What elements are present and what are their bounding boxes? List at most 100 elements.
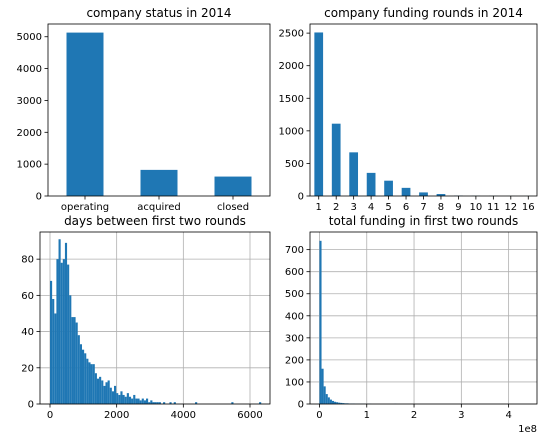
y-tick-label: 20 [21,363,34,374]
y-tick-label: 1000 [279,126,304,137]
y-tick-label: 1500 [279,94,304,105]
chart-panels: operating acquired closed01000200030004000… [17,6,538,435]
x-tick-label: 9 [455,202,461,213]
y-tick-label: 3000 [17,96,42,107]
chart-3: 0 20 40 60 80 0 2000 4000 6000 days between first… [21,214,271,421]
histogram-bar [79,344,82,404]
histogram-bar [323,386,326,404]
histogram-bar [114,385,117,404]
x-tick-label: 4 [505,410,511,421]
histogram-bar [342,403,345,404]
histogram-bar [84,353,87,404]
histogram-bar [69,295,72,404]
x-tick-label: 6 [403,202,409,213]
y-tick-label: 700 [285,245,304,256]
histogram-bar [101,380,104,404]
bar [214,176,252,196]
x-tick-label: 2 [333,202,339,213]
histogram-bar [137,398,140,404]
histogram-bar [336,402,339,404]
histogram-bar [327,397,330,404]
x-tick-label: 2 [411,410,417,421]
histogram-bar [107,380,110,404]
histogram-bar [169,402,172,404]
histogram-bar [120,391,123,404]
histogram-bar [325,394,328,404]
x-tick-label: closed [217,202,249,213]
bar [384,180,393,196]
histogram-bar [96,378,100,404]
histogram-bar [75,322,78,404]
chart-title: company funding rounds in 2014 [324,6,523,20]
x-tick-label: operating [61,202,109,213]
x-tick-label: 1 [316,202,322,213]
histogram-bar [52,298,55,404]
y-tick-label: 60 [21,291,34,302]
histogram-bar [152,402,155,404]
histogram-bar [150,400,153,404]
axes-frame [309,23,538,197]
histogram-bar [62,259,65,404]
y-tick-label: 200 [285,355,304,366]
histogram-bar [154,402,157,404]
histogram-bar [128,396,132,404]
histogram-bar [139,400,142,404]
histogram-bar [99,376,102,404]
y-tick-label: 500 [285,289,304,300]
axes-frame [39,231,271,405]
y-tick-label: 0 [36,192,42,203]
histogram-bar [122,394,125,404]
x-tick-label: 0 [316,410,322,421]
histogram-bar [141,398,144,404]
y-tick-label: 500 [285,159,304,170]
histogram-bar [321,368,324,404]
bar [349,152,359,196]
x-tick-label: acquired [137,202,180,213]
x-tick-label: 3 [350,202,356,213]
y-tick-label: 600 [285,267,304,278]
histogram-bar [163,402,166,404]
histogram-bar [103,385,106,404]
histogram-bar [143,400,146,404]
bar [401,187,411,196]
histogram-bar [58,239,61,404]
histogram-bar [71,317,74,404]
x-tick-label: 12 [504,202,517,213]
histogram-bar [319,240,322,404]
y-tick-label: 0 [298,192,304,203]
histogram-bar [124,396,127,404]
histogram-bar [156,402,159,404]
histogram-bar [148,402,151,404]
histogram-bar [329,399,332,404]
histogram-bar [90,364,93,404]
x-tick-label: 6000 [237,410,262,421]
histogram-bar [173,402,176,404]
histogram-bar [82,349,85,404]
x-tick-label: 4000 [171,410,196,421]
x-tick-label: 16 [522,202,535,213]
histogram-bar [158,402,161,404]
y-tick-label: 0 [298,400,304,411]
x-tick-label: 2000 [104,410,129,421]
bar [366,172,376,196]
chart-title: company status in 2014 [86,6,231,20]
chart-4: 0 100 200 300 400 500 600 700 0 1 2 3 4 1e8 total fund… [285,214,538,435]
histogram-bar [259,402,262,404]
y-tick-label: 400 [285,311,304,322]
y-tick-label: 2500 [279,29,304,40]
histogram-bar [135,398,138,404]
histogram-bar [131,398,134,404]
y-tick-label: 0 [28,400,34,411]
axes-frame [309,231,538,405]
histogram-bar [94,373,97,404]
histogram-bar [111,391,114,404]
histogram-bar [64,242,68,404]
chart-title: total funding in first two rounds [329,214,518,228]
histogram-bar [118,394,121,404]
histogram-bar [50,280,53,404]
histogram-bar [77,335,80,404]
chart-2: 1 2 3 4 5 6 7 8 9 10 11 12 1605001000150020002500com… [279,6,538,213]
y-tick-label: 2000 [279,61,304,72]
y-tick-label: 4000 [17,64,42,75]
x-tick-label: 5 [385,202,391,213]
